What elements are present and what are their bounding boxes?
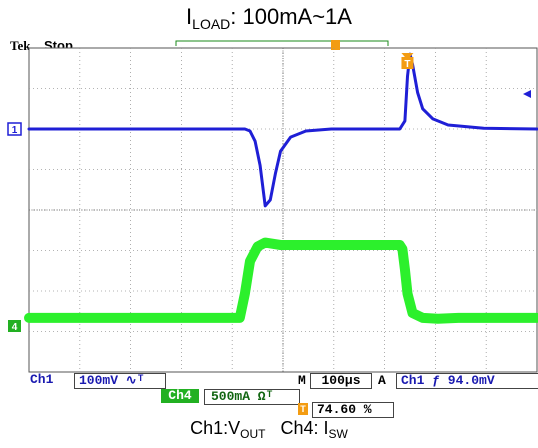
ch4-ground-marker-label: 4	[12, 322, 18, 333]
trigger-time-marker	[401, 57, 414, 69]
ch4-ground-marker	[8, 320, 21, 332]
trigger-time-marker-label: T	[404, 59, 410, 70]
record-trigger-marker	[331, 40, 340, 50]
ch1-ground-marker	[7, 122, 22, 136]
timebase-prefix: M	[298, 373, 306, 388]
ch1-label: Ch1	[30, 372, 54, 387]
brand-logo: Tek	[10, 38, 31, 53]
trigger-time-pointer	[401, 53, 414, 60]
caption-ch1: Ch1:V	[190, 418, 241, 438]
ch1-scale: 100mV ∿ᵀ	[74, 373, 166, 389]
trigger-source: Ch1 ƒ 94.0mV	[396, 373, 538, 389]
ch4-scale: 500mA Ωᵀ	[204, 389, 300, 405]
title-rest: : 100mA~1A	[230, 4, 352, 29]
ch1-ground-marker-label: 1	[12, 125, 18, 136]
caption-ch4-subscript: SW	[328, 427, 348, 441]
series-line-ch1	[27, 52, 538, 208]
chart-title: ILOAD: 100mA~1A	[0, 2, 538, 39]
timebase-value: 100µs	[310, 373, 372, 389]
trigger-position: 74.60 %	[312, 402, 394, 418]
caption-ch4: Ch4: I	[280, 418, 329, 438]
trigger-level-arrow	[523, 90, 531, 98]
title-main: I	[186, 4, 193, 29]
title-subscript: LOAD	[192, 16, 231, 32]
caption-ch1-subscript: OUT	[240, 427, 266, 441]
caption: Ch1:VOUT Ch4: ISW	[0, 418, 538, 441]
ch4-label: Ch4	[161, 389, 199, 403]
record-window-bracket	[175, 40, 389, 46]
trigger-mode: A	[378, 373, 386, 388]
series-line-ch4	[24, 237, 538, 324]
trigger-position-icon: T	[298, 403, 308, 415]
